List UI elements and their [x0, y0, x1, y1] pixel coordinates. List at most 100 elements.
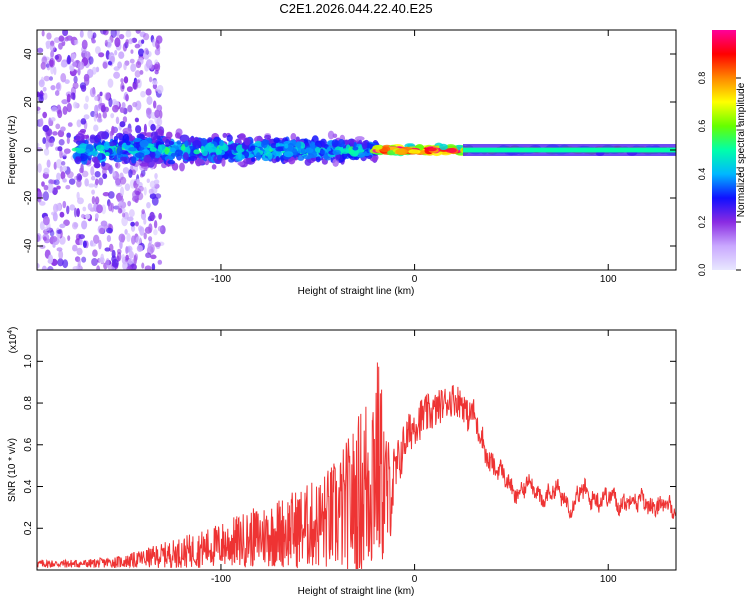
heat-blob — [226, 134, 233, 142]
heat-blob — [39, 244, 46, 249]
heat-blob — [157, 259, 163, 265]
heat-blob — [74, 156, 82, 165]
heat-blob — [100, 220, 108, 227]
heat-blob — [50, 106, 58, 113]
colorbar: 0.0 0.2 0.4 0.6 0.8 Normalized spectral ampl… — [697, 30, 747, 276]
snr-multiplier-exponent: 4 — [7, 330, 14, 334]
y-tick-label: -20 — [23, 190, 34, 205]
heat-blob — [112, 171, 116, 177]
snr-panel: 0.2 0.4 0.6 0.8 1.0 -100 0 100 (x104) SNR (10 … — [7, 327, 677, 597]
heat-blob — [122, 134, 130, 144]
heat-blob — [113, 128, 118, 133]
heat-blob — [59, 223, 66, 229]
heat-blob — [57, 258, 64, 267]
heat-blob — [134, 117, 140, 123]
heat-blob — [127, 258, 134, 265]
heat-blob — [57, 109, 63, 119]
heat-blob — [275, 155, 280, 162]
heat-blob — [37, 47, 44, 54]
heat-blob — [79, 237, 83, 246]
snr-xlabel: Height of straight line (km) — [298, 586, 415, 597]
heat-blob — [76, 247, 83, 256]
heat-blob — [121, 102, 126, 109]
heat-blob — [141, 209, 146, 215]
heat-blob — [146, 107, 152, 115]
heat-blob — [75, 148, 86, 154]
heat-blob — [76, 119, 82, 128]
heat-blob — [73, 101, 78, 109]
heat-blob — [361, 140, 368, 150]
heat-blob — [148, 236, 153, 242]
heat-blob — [148, 188, 154, 195]
heat-blob — [80, 213, 86, 219]
heat-blob — [37, 142, 40, 148]
heat-blob — [309, 151, 318, 159]
heat-blob — [135, 235, 142, 245]
heat-blob — [60, 61, 68, 68]
heat-blob — [297, 155, 305, 161]
heat-blob — [81, 170, 89, 178]
heat-blob — [137, 185, 144, 192]
heat-blob — [125, 94, 129, 102]
heat-blob — [143, 232, 147, 240]
heat-blob — [90, 175, 96, 181]
heat-blob — [106, 234, 112, 242]
heat-blob — [141, 39, 145, 44]
heat-blob — [114, 105, 119, 110]
heat-blob — [154, 109, 160, 119]
heat-blob — [135, 30, 141, 34]
heat-blob — [84, 51, 91, 59]
heat-blob — [120, 82, 125, 92]
heat-blob — [68, 178, 76, 185]
heat-blob — [143, 186, 147, 196]
heat-blob — [337, 138, 345, 148]
heat-blob — [102, 173, 108, 179]
heat-blob — [152, 100, 157, 109]
heat-blob — [130, 221, 135, 227]
heat-blob — [91, 189, 96, 195]
spectrogram-x-ticks: -100 0 100 — [211, 30, 617, 285]
heat-blob — [147, 242, 152, 250]
heat-blob — [64, 79, 70, 84]
heat-blob — [62, 200, 67, 209]
heat-blob — [117, 197, 124, 203]
heat-blob — [94, 178, 99, 186]
heat-blob — [65, 35, 73, 41]
x-tick-label: 0 — [412, 274, 418, 285]
heat-blob — [168, 141, 175, 146]
heat-blob — [304, 158, 312, 166]
heat-blob — [156, 117, 163, 127]
x-tick-label: 100 — [600, 274, 617, 285]
heat-blob — [221, 157, 226, 167]
heat-blob — [73, 207, 78, 218]
heat-blob — [71, 39, 75, 45]
heat-blob — [139, 139, 149, 148]
heat-blob — [131, 235, 136, 245]
heat-blob — [37, 234, 41, 242]
heat-blob — [215, 148, 223, 155]
heat-blob — [126, 216, 134, 222]
heat-blob — [48, 254, 54, 264]
heat-blob — [154, 241, 161, 248]
heat-blob — [99, 91, 103, 97]
heat-blob — [53, 179, 60, 186]
heat-blob — [114, 37, 121, 48]
heat-blob — [101, 161, 106, 167]
heat-blob — [119, 240, 123, 250]
heat-blob — [43, 226, 50, 232]
heat-blob — [155, 39, 160, 50]
heat-blob — [93, 124, 99, 132]
y-tick-label: 0.2 — [23, 521, 34, 535]
y-tick-label: 40 — [23, 48, 34, 60]
heat-blob — [72, 82, 79, 90]
heat-blob — [48, 57, 56, 68]
heat-blob — [61, 161, 66, 166]
x-tick-label: 100 — [600, 574, 617, 585]
heat-blob — [66, 132, 71, 139]
heat-blob — [156, 135, 161, 140]
heat-blob — [66, 102, 72, 113]
heat-blob — [42, 191, 49, 202]
heat-blob — [174, 132, 181, 139]
heat-blob — [41, 265, 47, 270]
heat-blob — [63, 148, 71, 154]
